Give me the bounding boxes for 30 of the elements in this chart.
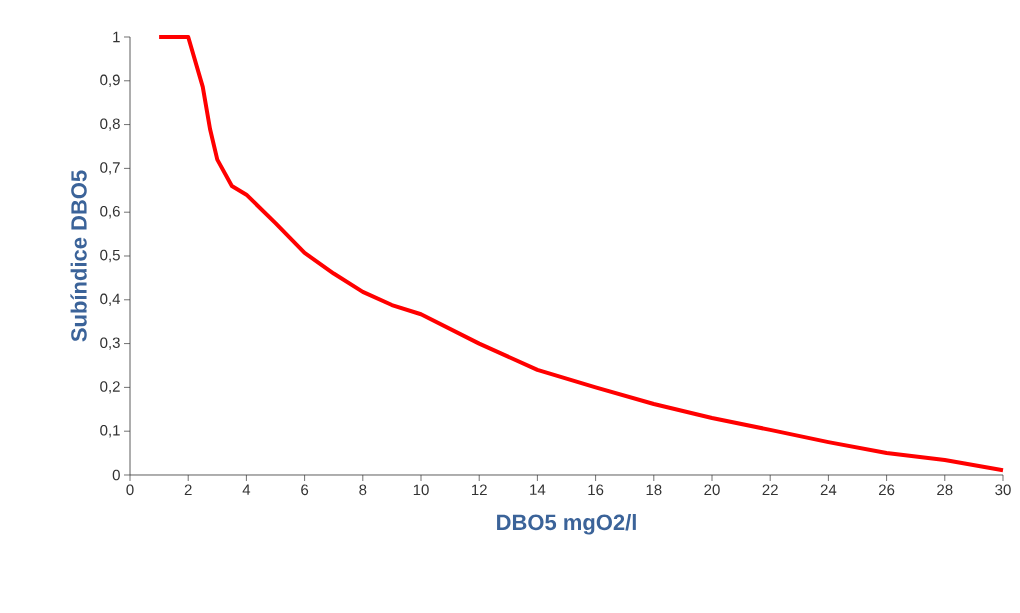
y-axis-title: Subíndice DBO5 (70, 170, 87, 342)
y-tick-label: 0,8 (100, 118, 120, 131)
x-tick-label: 26 (879, 484, 895, 496)
y-tick-label: 0,4 (100, 293, 121, 306)
x-tick-label: 4 (242, 484, 251, 495)
y-tick-label: 0,5 (100, 249, 120, 263)
x-tick-label: 18 (646, 484, 662, 496)
y-tick-label: 0,3 (100, 337, 120, 350)
x-tick-label: 16 (588, 484, 604, 496)
x-tick-label: 30 (995, 484, 1011, 496)
x-tick-label: 20 (704, 484, 720, 496)
x-tick-label: 22 (762, 484, 778, 495)
y-tick-label: 0,1 (100, 424, 120, 438)
x-tick-label: 6 (301, 484, 309, 496)
x-tick-label: 14 (530, 484, 546, 495)
x-tick-label: 0 (126, 484, 134, 496)
y-tick-label: 0,7 (100, 162, 120, 175)
x-tick-label: 24 (820, 484, 837, 495)
x-tick-label: 28 (937, 484, 953, 496)
x-tick-label: 10 (413, 484, 429, 496)
y-tick-label: 0,6 (100, 205, 120, 219)
x-tick-label: 8 (359, 484, 367, 496)
line-series (157, 34, 1005, 473)
y-tick-label: 0,9 (100, 74, 120, 87)
x-tick-label: 2 (184, 484, 192, 495)
x-axis-title: DBO5 mgO2/l (497, 514, 636, 535)
y-tick-label: 0,2 (100, 381, 120, 394)
y-tick-label: 0 (112, 469, 120, 481)
y-tick-label: 1 (113, 31, 120, 43)
x-tick-label: 12 (472, 484, 487, 495)
